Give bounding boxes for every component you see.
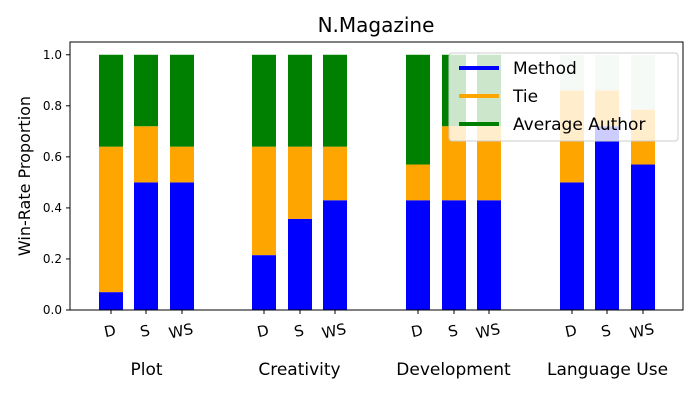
x-tick-label: S <box>446 321 459 341</box>
bar-method-language-use-s <box>595 126 619 310</box>
legend-label: Method <box>513 59 577 79</box>
bar-author-plot-s <box>134 54 158 127</box>
x-tick-label: S <box>138 321 151 341</box>
bar-method-language-use-ws <box>631 164 655 310</box>
bar-tie-plot-s <box>134 126 158 183</box>
bar-tie-creativity-s <box>288 146 312 219</box>
bar-method-plot-ws <box>170 182 194 310</box>
x-tick-label: D <box>563 321 578 341</box>
x-tick-label: D <box>409 321 424 341</box>
y-tick-label: 1.0 <box>43 48 62 62</box>
bar-author-plot-d <box>99 54 123 147</box>
bar-method-development-ws <box>477 200 501 310</box>
bar-method-development-d <box>406 200 430 310</box>
x-tick-label: S <box>599 321 612 341</box>
bar-method-development-s <box>442 200 466 310</box>
y-tick-label: 0.8 <box>43 99 62 113</box>
legend: Method Tie Average Author <box>448 52 679 142</box>
y-axis-label: Win-Rate Proportion <box>15 96 34 256</box>
legend-box <box>448 52 679 142</box>
group-label: Development <box>396 360 511 380</box>
x-tick-label: WS <box>320 320 348 343</box>
legend-label: Tie <box>512 87 538 107</box>
bar-method-language-use-d <box>560 182 584 310</box>
x-tick-label: WS <box>167 320 195 343</box>
y-tick-label: 0.4 <box>43 201 62 215</box>
x-tick-label: WS <box>628 320 656 343</box>
bar-author-creativity-d <box>252 54 276 147</box>
chart-title: N.Magazine <box>318 13 435 37</box>
y-tick-label: 0.6 <box>43 150 62 164</box>
plot-frame <box>69 41 684 311</box>
bar-tie-creativity-ws <box>323 146 347 201</box>
bar-tie-plot-ws <box>170 146 194 183</box>
x-tick-label: D <box>255 321 270 341</box>
legend-label: Average Author <box>513 115 645 135</box>
y-tick-label: 0.2 <box>43 252 62 266</box>
x-tick-label: D <box>102 321 117 341</box>
bar-tie-development-d <box>406 164 430 201</box>
group-label: Plot <box>130 360 162 380</box>
bar-author-creativity-s <box>288 54 312 147</box>
x-tick-label: S <box>292 321 305 341</box>
bar-tie-creativity-d <box>252 146 276 256</box>
bar-author-development-d <box>406 54 430 165</box>
bar-method-plot-s <box>134 182 158 310</box>
bar-method-plot-d <box>99 292 123 310</box>
bar-method-creativity-ws <box>323 200 347 310</box>
bar-author-creativity-ws <box>323 54 347 147</box>
bar-author-plot-ws <box>170 54 194 147</box>
group-label: Language Use <box>547 360 668 380</box>
y-tick-label: 0.0 <box>43 303 62 317</box>
group-label: Creativity <box>258 360 340 380</box>
bar-method-creativity-s <box>288 218 312 310</box>
bar-method-creativity-d <box>252 255 276 310</box>
x-tick-label: WS <box>474 320 502 343</box>
bar-tie-plot-d <box>99 146 123 293</box>
